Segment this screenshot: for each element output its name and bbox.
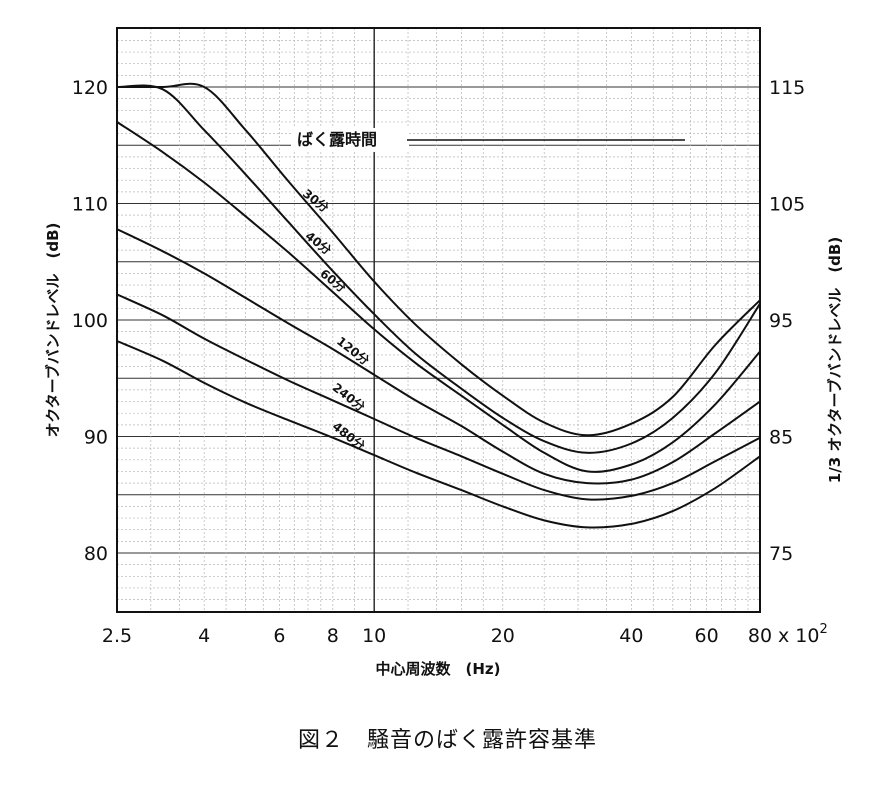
x-tick-label: 80 — [748, 625, 772, 647]
y-tick-label-left: 110 — [72, 194, 108, 216]
x-tick-label: 60 — [695, 625, 719, 647]
curve-label: 40分 — [303, 228, 335, 257]
tick-labels: 80 90 100 110 120 75 85 95 105 115 2.5 4 6 8 10 20 40 60 8… — [72, 77, 806, 647]
x-unit-multiplier-exponent: 2 — [819, 622, 827, 637]
exposure-curve — [116, 228, 761, 485]
legend-title: ばく露時間 — [297, 130, 377, 149]
x-unit-multiplier: x 102 — [778, 622, 828, 647]
x-unit-multiplier-base: x 10 — [778, 625, 819, 647]
y-tick-label-left: 90 — [84, 427, 108, 449]
y-tick-label-right: 75 — [769, 543, 793, 565]
legend: ばく露時間 — [291, 128, 685, 152]
y-tick-label-left: 100 — [72, 310, 108, 332]
plot-frame — [116, 27, 761, 613]
curve-label: 30分 — [300, 186, 332, 215]
y-tick-label-right: 85 — [769, 427, 793, 449]
y-tick-label-right: 115 — [769, 77, 805, 99]
grid — [117, 28, 760, 612]
exposure-curve — [116, 340, 761, 529]
x-tick-label: 20 — [491, 625, 515, 647]
x-tick-label: 2.5 — [102, 625, 132, 647]
x-axis-title: 中心周波数 (Hz) — [376, 660, 501, 678]
exposure-curve — [116, 293, 761, 501]
curve-label: 60分 — [317, 266, 349, 295]
x-tick-label: 40 — [619, 625, 643, 647]
y-tick-label-left: 80 — [84, 543, 108, 565]
curve-label: 240分 — [330, 380, 368, 415]
exposure-curve — [116, 84, 761, 454]
exposure-curve — [117, 82, 761, 437]
x-tick-label: 6 — [273, 625, 285, 647]
exposure-curve — [116, 121, 761, 473]
legend-background — [291, 128, 409, 152]
curve-label: 480分 — [330, 418, 368, 453]
y-tick-label-right: 105 — [769, 194, 805, 216]
y-tick-label-right: 95 — [769, 310, 793, 332]
x-tick-label: 4 — [198, 625, 210, 647]
x-tick-label: 8 — [327, 625, 339, 647]
x-tick-label: 10 — [362, 625, 386, 647]
figure-caption: 図２ 騒音のばく露許容基準 — [297, 728, 597, 753]
y-tick-label-left: 120 — [72, 77, 108, 99]
y-axis-title-right: 1/3 オクターブバンドレベル (dB) — [826, 237, 844, 483]
curves — [116, 82, 761, 529]
y-axis-title-left: オクターブバンドレベル (dB) — [44, 223, 62, 438]
